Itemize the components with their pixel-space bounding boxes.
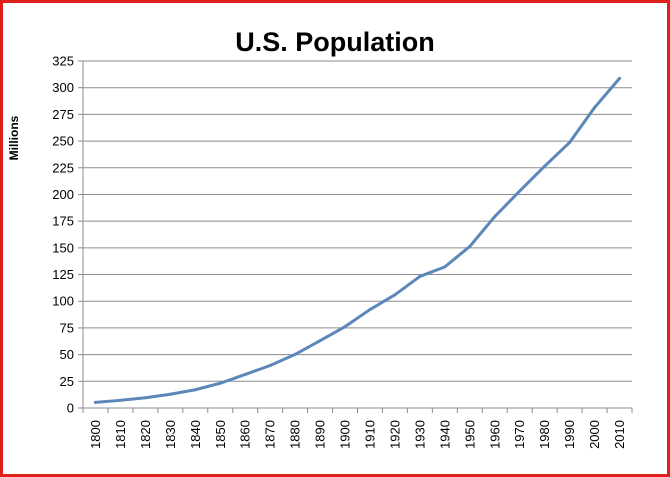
y-tick-label: 275	[52, 107, 74, 122]
data-point	[543, 164, 547, 168]
y-tick-label: 250	[52, 134, 74, 149]
x-tick-label: 1940	[437, 420, 452, 449]
data-point	[293, 352, 297, 356]
y-tick-label: 75	[60, 320, 74, 335]
data-point	[93, 400, 97, 404]
x-tick-label: 1980	[537, 420, 552, 449]
x-tick-label: 1820	[138, 420, 153, 449]
y-tick-label: 300	[52, 80, 74, 95]
y-tick-label: 175	[52, 214, 74, 229]
y-tick-label: 325	[52, 54, 74, 69]
data-point	[493, 215, 497, 219]
y-tick-label: 100	[52, 294, 74, 309]
data-point	[243, 372, 247, 376]
data-point	[368, 308, 372, 312]
x-tick-label: 1850	[213, 420, 228, 449]
x-tick-label: 1810	[113, 420, 128, 449]
gridlines	[83, 60, 632, 382]
data-point	[193, 388, 197, 392]
data-point	[568, 140, 572, 144]
x-tick-label: 1920	[387, 420, 402, 449]
data-point	[418, 274, 422, 278]
y-tick-label: 0	[67, 401, 74, 416]
data-point	[593, 106, 597, 110]
x-tick-label: 1860	[238, 420, 253, 449]
x-tick-label: 1990	[562, 420, 577, 449]
data-point	[443, 265, 447, 269]
y-tick-label: 125	[52, 267, 74, 282]
x-tick-labels: 1800 1810 1820 1830 1840 1850 1860 1870 1880 1890…	[88, 420, 627, 449]
x-tick-label: 1900	[338, 420, 353, 449]
data-point	[318, 339, 322, 343]
data-point	[218, 381, 222, 385]
data-point	[343, 325, 347, 329]
data-point	[468, 244, 472, 248]
data-point	[618, 76, 622, 80]
x-tick-label: 1950	[462, 420, 477, 449]
y-tick-label: 50	[60, 347, 74, 362]
data-point	[518, 189, 522, 193]
series-group	[93, 76, 622, 404]
x-tick-label: 2010	[612, 420, 627, 449]
data-point	[268, 364, 272, 368]
y-tick-label: 225	[52, 160, 74, 175]
x-tick-label: 1970	[512, 420, 527, 449]
series-line	[93, 76, 622, 404]
x-tick-label: 1800	[88, 420, 103, 449]
y-tick-label: 150	[52, 240, 74, 255]
x-tick-label: 1840	[188, 420, 203, 449]
x-tick-label: 1830	[163, 420, 178, 449]
data-point	[393, 293, 397, 297]
x-tick-label: 1960	[487, 420, 502, 449]
x-tick-label: 1930	[412, 420, 427, 449]
data-point	[143, 396, 147, 400]
axes	[78, 60, 633, 413]
x-tick-label: 1880	[288, 420, 303, 449]
y-tick-labels: 0 25 50 75 100 125 150 175 200 225 250 275 300 325	[52, 54, 74, 416]
x-tick-label: 2000	[587, 420, 602, 449]
data-point	[168, 392, 172, 396]
x-tick-label: 1890	[313, 420, 328, 449]
y-tick-label: 25	[60, 374, 74, 389]
data-point	[118, 398, 122, 402]
chart-title: U.S. Population	[235, 27, 435, 57]
y-tick-label: 200	[52, 187, 74, 202]
x-tick-label: 1910	[362, 420, 377, 449]
x-tick-label: 1870	[263, 420, 278, 449]
